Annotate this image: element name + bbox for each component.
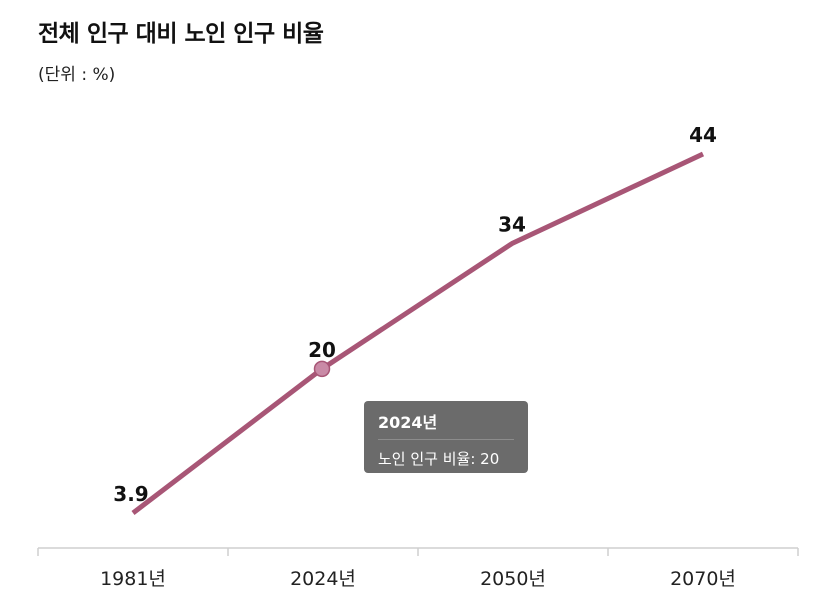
x-tick-label: 1981년 [100,568,166,590]
data-label: 34 [498,213,526,237]
highlighted-data-point[interactable] [313,360,331,378]
x-tick-label: 2070년 [670,568,736,590]
x-tick-label: 2050년 [480,568,546,590]
tooltip-label: 노인 인구 비율 [378,450,471,468]
chart-title: 전체 인구 대비 노인 인구 비율 [38,21,324,47]
data-label: 44 [689,123,717,147]
data-label: 3.9 [113,482,148,506]
tooltip-value: 20 [480,450,500,468]
chart-unit-subtitle: (단위 : %) [38,65,116,85]
series-line [131,151,705,515]
tooltip-title: 2024년 [378,409,514,440]
tooltip-body: 노인 인구 비율: 20 [378,450,500,468]
data-tooltip: 2024년 노인 인구 비율: 20 [364,401,528,473]
x-tick-label: 2024년 [290,568,356,590]
data-label: 20 [308,338,336,362]
